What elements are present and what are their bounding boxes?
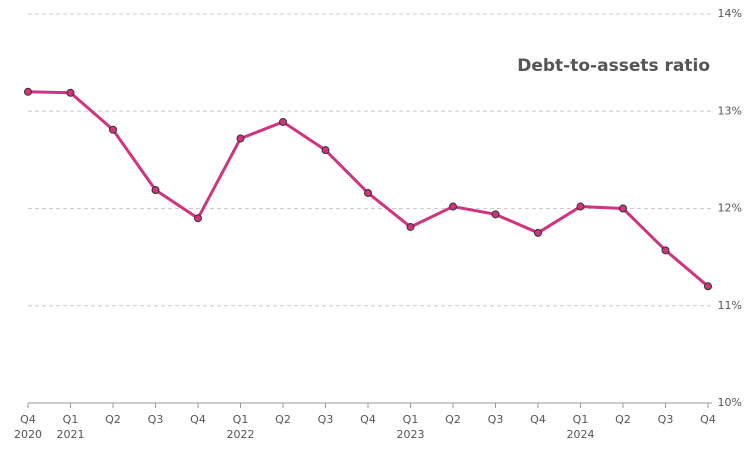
x-tick-label: Q4 [190,413,206,426]
x-tick-label: Q3 [658,413,674,426]
point [109,125,117,134]
point [406,222,415,231]
point [66,88,75,97]
x-tick-year: 2024 [567,428,595,441]
x-tick-label: Q3 [488,413,504,426]
x-tick-label: Q1 [403,413,419,426]
point [194,214,202,223]
point [491,210,500,219]
y-tick-label: 14% [718,7,742,20]
point [364,188,372,197]
x-tick-label: Q3 [318,413,334,426]
point [704,282,712,291]
x-tick-label: Q4 [360,413,376,426]
x-tick-label: Q4 [20,413,36,426]
y-tick-label: 10% [718,396,742,409]
x-tick-year: 2022 [227,428,255,441]
x-tick-label: Q2 [105,413,121,426]
chart-title: Debt-to-assets ratio [517,56,710,76]
x-tick-label: Q2 [615,413,631,426]
x-tick-label: Q1 [233,413,249,426]
x-tick-label: Q4 [530,413,546,426]
point [619,204,627,213]
y-tick-label: 12% [718,202,742,215]
point [661,246,670,255]
x-tick-year: 2021 [57,428,85,441]
point [279,117,287,126]
x-tick-year: 2020 [14,428,42,441]
x-tick-label: Q2 [275,413,291,426]
point [236,134,245,143]
y-tick-label: 13% [718,104,742,117]
x-tick-label: Q4 [700,413,716,426]
y-tick-label: 11% [718,299,742,312]
point [534,228,542,237]
point [576,202,585,211]
point [449,202,457,211]
point [151,186,160,195]
x-tick-label: Q1 [63,413,79,426]
x-tick-year: 2023 [397,428,425,441]
x-tick-label: Q1 [573,413,589,426]
x-tick-label: Q2 [445,413,461,426]
point [321,146,330,155]
point [24,87,32,96]
x-tick-label: Q3 [148,413,164,426]
